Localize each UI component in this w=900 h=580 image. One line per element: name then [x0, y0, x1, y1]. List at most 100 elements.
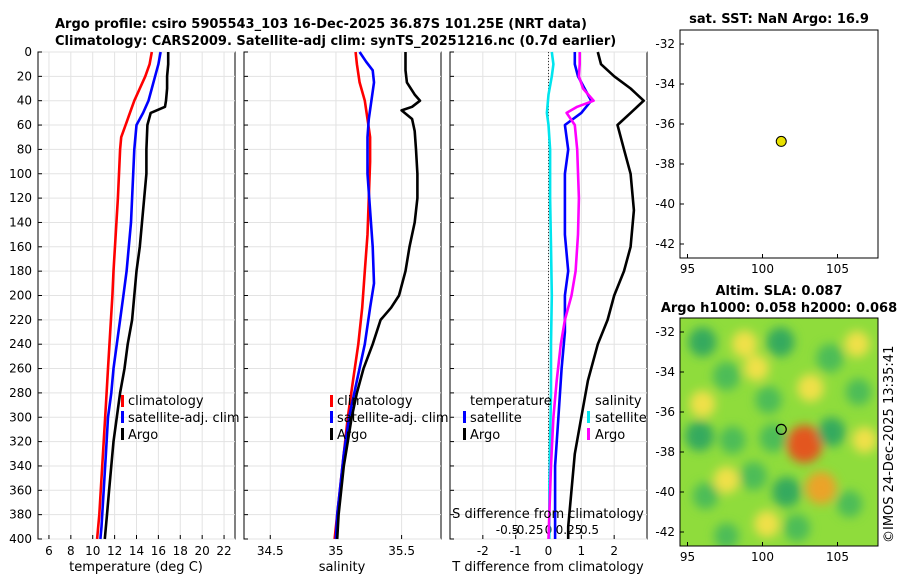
salinity-series: [333, 51, 422, 540]
legend-swatch-argo: [121, 428, 124, 440]
depth-tick-label: 40: [17, 94, 32, 108]
map-lat-tick-label: -32: [655, 325, 675, 339]
sla-anomaly-blob: [692, 482, 719, 510]
sla-anomaly-blob: [845, 378, 872, 406]
argo-float-location-marker: [775, 135, 787, 147]
x-tick-label: 6: [45, 544, 53, 558]
map-lat-tick-label: -34: [655, 77, 675, 91]
sla-anomaly-blob: [817, 417, 846, 447]
difference-series: [545, 51, 646, 540]
x-tick-label: 34.5: [257, 544, 284, 558]
legend-label-s-satellite: satellite: [595, 411, 647, 426]
depth-tick-label: 400: [9, 532, 32, 546]
sst-map-marker: [775, 135, 787, 147]
map-lon-tick-label: 95: [680, 262, 695, 276]
sla-anomaly-blob: [714, 522, 739, 546]
map-lat-tick-label: -34: [655, 365, 675, 379]
sla-anomaly-blob: [685, 420, 714, 452]
sst-map-panel: sat. SST: NaN Argo: 16.9 95 100 105 -32 -34 -…: [655, 12, 879, 276]
legend-label-satellite-adj: satellite-adj. clim: [337, 411, 449, 426]
x-tick-label: 35: [328, 544, 343, 558]
x-tick-label: 10: [85, 544, 100, 558]
sla-anomaly-blob: [805, 471, 837, 505]
difference-legend-temperature: temperature satellite Argo: [463, 394, 552, 443]
sla-anomaly-blob: [719, 426, 746, 454]
series-line-s-argo: [547, 52, 595, 540]
salinity-x-label: salinity: [319, 560, 366, 575]
figure-title-line1: Argo profile: csiro 5905543_103 16-Dec-2…: [55, 17, 587, 32]
depth-tick-label: 320: [9, 435, 32, 449]
map-lon-tick-label: 105: [826, 550, 849, 564]
x-tick-label: 12: [107, 544, 122, 558]
figure-title-line2: Climatology: CARS2009. Satellite-adj cli…: [55, 34, 616, 49]
sla-map-title-line1: Altim. SLA: 0.087: [716, 284, 843, 299]
sla-heatmap-field: [685, 327, 877, 546]
legend-swatch-climatology: [330, 395, 333, 407]
x-tick-label: 20: [195, 544, 210, 558]
depth-tick-label: 140: [9, 215, 32, 229]
salinity-legend: climatology satellite-adj. clim Argo: [330, 394, 449, 443]
map-lat-tick-label: -42: [655, 525, 675, 539]
sla-anomaly-blob: [688, 327, 717, 357]
sla-map-frame: [679, 317, 879, 547]
sla-anomaly-blob: [755, 386, 782, 414]
series-line-climatology: [95, 51, 154, 540]
depth-tick-label: 100: [9, 167, 32, 181]
s-difference-x-label: S difference from climatology: [452, 507, 644, 522]
series-line-s-satellite: [545, 51, 555, 539]
legend-label-argo: Argo: [128, 428, 158, 443]
imos-watermark: ©IMOS 24-Dec-2025 13:35:41: [882, 346, 897, 543]
depth-tick-label: 300: [9, 410, 32, 424]
sla-map-marker: [775, 423, 787, 435]
temperature-tick-labels: 6 8 10 12 14 16 18 20 22: [45, 544, 232, 558]
depth-tick-label: 220: [9, 313, 32, 327]
depth-tick-label: 240: [9, 337, 32, 351]
map-lon-tick-label: 100: [751, 550, 774, 564]
depth-tick-label: 120: [9, 191, 32, 205]
map-lat-tick-label: -32: [655, 37, 675, 51]
depth-tick-label: 360: [9, 483, 32, 497]
sla-anomaly-blob: [816, 343, 844, 373]
sla-anomaly-blob: [712, 361, 741, 391]
sla-anomaly-blob: [739, 461, 768, 491]
sla-anomaly-blob: [766, 327, 795, 357]
map-lat-tick-label: -36: [655, 117, 675, 131]
depth-tick-label: 80: [17, 142, 32, 156]
sla-anomaly-blob: [783, 514, 811, 542]
legend-swatch-s-argo: [587, 428, 590, 440]
sla-anomaly-blob: [797, 374, 824, 402]
map-lat-tick-label: -38: [655, 445, 675, 459]
sla-map-tick-labels: 95 100 105 -32 -34 -36 -38 -40 -42: [655, 325, 849, 564]
depth-tick-label: 280: [9, 386, 32, 400]
map-lon-tick-label: 95: [680, 550, 695, 564]
x-tick-label: 0: [545, 544, 553, 558]
sla-anomaly-blob: [786, 425, 823, 463]
depth-tick-label: 20: [17, 69, 32, 83]
legend-label-s-argo: Argo: [595, 428, 625, 443]
map-lat-tick-label: -40: [655, 485, 675, 499]
temperature-legend: climatology satellite-adj. clim Argo: [121, 394, 240, 443]
t-difference-x-label: T difference from climatology: [451, 560, 644, 575]
map-lat-tick-label: -42: [655, 237, 675, 251]
legend-label-t-satellite: satellite: [470, 411, 522, 426]
depth-tick-label: 340: [9, 459, 32, 473]
depth-tick-label: 260: [9, 362, 32, 376]
sla-anomaly-blob: [844, 330, 870, 358]
sla-anomaly-blob: [689, 390, 716, 418]
legend-title-salinity: salinity: [595, 394, 642, 409]
difference-legend-salinity: salinity satellite Argo: [587, 394, 647, 443]
map-lat-tick-label: -36: [655, 405, 675, 419]
depth-tick-label: 180: [9, 264, 32, 278]
sla-anomaly-blob: [852, 426, 877, 454]
legend-swatch-satellite-adj: [121, 411, 124, 423]
map-lon-tick-label: 105: [826, 262, 849, 276]
difference-panel: -2 -1 0 1 2 -0.5-0.25 0 0.250.5 T difference f…: [449, 51, 648, 575]
x-tick-label: 18: [173, 544, 188, 558]
legend-swatch-satellite-adj: [330, 411, 333, 423]
map-lat-tick-label: -38: [655, 157, 675, 171]
map-lat-tick-label: -40: [655, 197, 675, 211]
map-lon-tick-label: 100: [751, 262, 774, 276]
series-line-satellite-adj-clim: [334, 51, 376, 540]
salinity-tick-labels: 34.5 35 35.5: [257, 544, 415, 558]
